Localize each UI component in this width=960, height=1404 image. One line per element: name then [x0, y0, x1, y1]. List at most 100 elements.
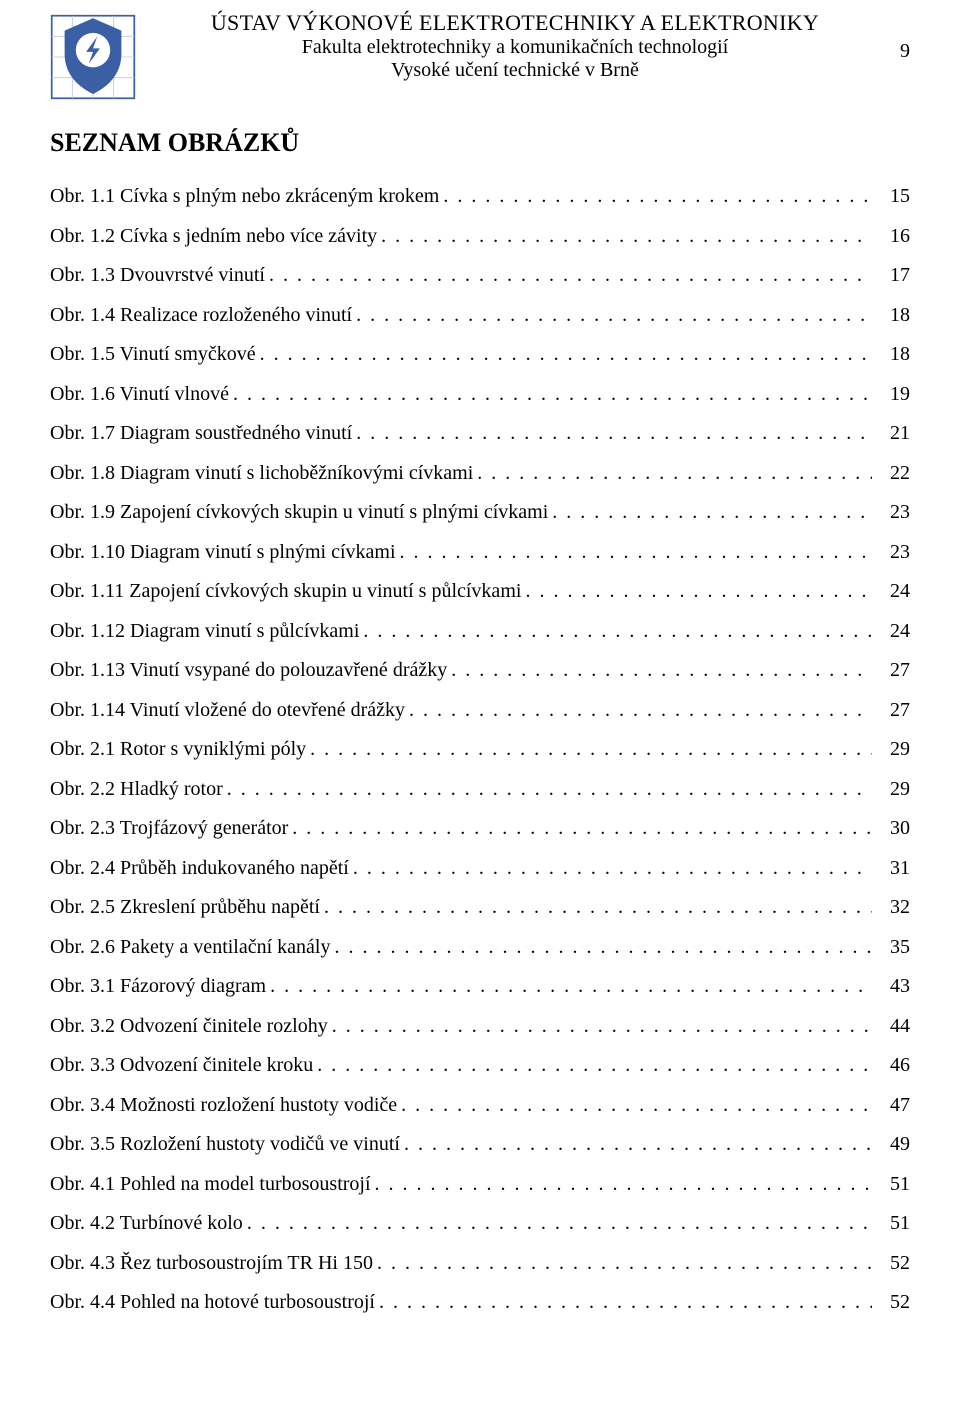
toc-row: Obr. 1.3 Dvouvrstvé vinutí. . . . . . . … [50, 263, 910, 287]
toc-row: Obr. 1.9 Zapojení cívkových skupin u vin… [50, 500, 910, 524]
toc-row: Obr. 3.5 Rozložení hustoty vodičů ve vin… [50, 1132, 910, 1156]
toc-leader-dots: . . . . . . . . . . . . . . . . . . . . … [377, 1251, 872, 1275]
toc-label: Obr. 4.4 Pohled na hotové turbosoustrojí [50, 1290, 375, 1314]
toc-page-number: 22 [876, 461, 910, 485]
toc-leader-dots: . . . . . . . . . . . . . . . . . . . . … [332, 1014, 872, 1038]
toc-row: Obr. 2.6 Pakety a ventilační kanály. . .… [50, 935, 910, 959]
toc-leader-dots: . . . . . . . . . . . . . . . . . . . . … [310, 737, 872, 761]
toc-row: Obr. 4.3 Řez turbosoustrojím TR Hi 150. … [50, 1251, 910, 1275]
toc-page-number: 24 [876, 619, 910, 643]
toc-leader-dots: . . . . . . . . . . . . . . . . . . . . … [269, 263, 872, 287]
header-faculty: Fakulta elektrotechniky a komunikačních … [156, 36, 874, 59]
toc-page-number: 49 [876, 1132, 910, 1156]
toc-leader-dots: . . . . . . . . . . . . . . . . . . . . … [401, 1093, 872, 1117]
toc-row: Obr. 4.1 Pohled na model turbosoustrojí.… [50, 1172, 910, 1196]
toc-page-number: 32 [876, 895, 910, 919]
toc-leader-dots: . . . . . . . . . . . . . . . . . . . . … [292, 816, 872, 840]
toc-page-number: 18 [876, 303, 910, 327]
toc-leader-dots: . . . . . . . . . . . . . . . . . . . . … [363, 619, 872, 643]
toc-page-number: 51 [876, 1211, 910, 1235]
toc-leader-dots: . . . . . . . . . . . . . . . . . . . . … [381, 224, 872, 248]
page-number: 9 [874, 40, 910, 63]
toc-leader-dots: . . . . . . . . . . . . . . . . . . . . … [353, 856, 872, 880]
toc-label: Obr. 1.3 Dvouvrstvé vinutí [50, 263, 265, 287]
toc-leader-dots: . . . . . . . . . . . . . . . . . . . . … [247, 1211, 872, 1235]
toc-label: Obr. 3.3 Odvození činitele kroku [50, 1053, 313, 1077]
toc-page-number: 18 [876, 342, 910, 366]
page: ÚSTAV VÝKONOVÉ ELEKTROTECHNIKY A ELEKTRO… [0, 0, 960, 1404]
toc-page-number: 52 [876, 1251, 910, 1275]
toc-label: Obr. 4.2 Turbínové kolo [50, 1211, 243, 1235]
section-title: SEZNAM OBRÁZKŮ [50, 128, 910, 158]
toc-label: Obr. 1.13 Vinutí vsypané do polouzavřené… [50, 658, 447, 682]
toc-page-number: 29 [876, 777, 910, 801]
toc-label: Obr. 3.4 Možnosti rozložení hustoty vodi… [50, 1093, 397, 1117]
toc-row: Obr. 4.2 Turbínové kolo. . . . . . . . .… [50, 1211, 910, 1235]
toc-page-number: 23 [876, 500, 910, 524]
toc-label: Obr. 2.3 Trojfázový generátor [50, 816, 288, 840]
toc-label: Obr. 1.14 Vinutí vložené do otevřené drá… [50, 698, 405, 722]
toc-leader-dots: . . . . . . . . . . . . . . . . . . . . … [409, 698, 872, 722]
toc-label: Obr. 2.4 Průběh indukovaného napětí [50, 856, 349, 880]
toc-leader-dots: . . . . . . . . . . . . . . . . . . . . … [379, 1290, 872, 1314]
toc-page-number: 35 [876, 935, 910, 959]
toc-label: Obr. 3.2 Odvození činitele rozlohy [50, 1014, 328, 1038]
toc-leader-dots: . . . . . . . . . . . . . . . . . . . . … [260, 342, 872, 366]
toc-label: Obr. 2.2 Hladký rotor [50, 777, 223, 801]
toc-page-number: 24 [876, 579, 910, 603]
toc-label: Obr. 1.6 Vinutí vlnové [50, 382, 229, 406]
toc-row: Obr. 2.2 Hladký rotor. . . . . . . . . .… [50, 777, 910, 801]
toc-label: Obr. 2.6 Pakety a ventilační kanály [50, 935, 330, 959]
header-text-block: ÚSTAV VÝKONOVÉ ELEKTROTECHNIKY A ELEKTRO… [156, 10, 874, 82]
toc-page-number: 15 [876, 184, 910, 208]
toc-page-number: 16 [876, 224, 910, 248]
toc-page-number: 46 [876, 1053, 910, 1077]
toc-label: Obr. 1.7 Diagram soustředného vinutí [50, 421, 352, 445]
toc-leader-dots: . . . . . . . . . . . . . . . . . . . . … [443, 184, 872, 208]
toc-leader-dots: . . . . . . . . . . . . . . . . . . . . … [356, 303, 872, 327]
toc-page-number: 51 [876, 1172, 910, 1196]
toc-page-number: 44 [876, 1014, 910, 1038]
toc-label: Obr. 2.5 Zkreslení průběhu napětí [50, 895, 320, 919]
toc-label: Obr. 1.1 Cívka s plným nebo zkráceným kr… [50, 184, 439, 208]
toc-label: Obr. 1.12 Diagram vinutí s půlcívkami [50, 619, 359, 643]
toc-page-number: 17 [876, 263, 910, 287]
toc-leader-dots: . . . . . . . . . . . . . . . . . . . . … [400, 540, 872, 564]
toc-label: Obr. 1.11 Zapojení cívkových skupin u vi… [50, 579, 521, 603]
toc-page-number: 27 [876, 658, 910, 682]
toc-label: Obr. 1.4 Realizace rozloženého vinutí [50, 303, 352, 327]
toc-leader-dots: . . . . . . . . . . . . . . . . . . . . … [375, 1172, 872, 1196]
toc-row: Obr. 1.10 Diagram vinutí s plnými cívkam… [50, 540, 910, 564]
toc-page-number: 43 [876, 974, 910, 998]
toc-row: Obr. 3.4 Možnosti rozložení hustoty vodi… [50, 1093, 910, 1117]
toc-leader-dots: . . . . . . . . . . . . . . . . . . . . … [356, 421, 872, 445]
toc-label: Obr. 4.1 Pohled na model turbosoustrojí [50, 1172, 371, 1196]
toc-row: Obr. 2.3 Trojfázový generátor. . . . . .… [50, 816, 910, 840]
header-university: Vysoké učení technické v Brně [156, 59, 874, 82]
toc-row: Obr. 3.1 Fázorový diagram. . . . . . . .… [50, 974, 910, 998]
toc-row: Obr. 3.2 Odvození činitele rozlohy. . . … [50, 1014, 910, 1038]
toc-leader-dots: . . . . . . . . . . . . . . . . . . . . … [233, 382, 872, 406]
toc-leader-dots: . . . . . . . . . . . . . . . . . . . . … [552, 500, 872, 524]
toc-leader-dots: . . . . . . . . . . . . . . . . . . . . … [451, 658, 872, 682]
toc-page-number: 29 [876, 737, 910, 761]
toc-label: Obr. 3.5 Rozložení hustoty vodičů ve vin… [50, 1132, 400, 1156]
toc-row: Obr. 2.1 Rotor s vyniklými póly. . . . .… [50, 737, 910, 761]
toc-row: Obr. 4.4 Pohled na hotové turbosoustrojí… [50, 1290, 910, 1314]
toc-label: Obr. 1.8 Diagram vinutí s lichoběžníkový… [50, 461, 473, 485]
toc-leader-dots: . . . . . . . . . . . . . . . . . . . . … [477, 461, 872, 485]
toc-page-number: 52 [876, 1290, 910, 1314]
toc-row: Obr. 1.12 Diagram vinutí s půlcívkami. .… [50, 619, 910, 643]
list-of-figures: Obr. 1.1 Cívka s plným nebo zkráceným kr… [50, 184, 910, 1314]
toc-row: Obr. 1.7 Diagram soustředného vinutí. . … [50, 421, 910, 445]
toc-page-number: 27 [876, 698, 910, 722]
toc-page-number: 30 [876, 816, 910, 840]
toc-label: Obr. 2.1 Rotor s vyniklými póly [50, 737, 306, 761]
toc-page-number: 23 [876, 540, 910, 564]
page-header: ÚSTAV VÝKONOVÉ ELEKTROTECHNIKY A ELEKTRO… [50, 10, 910, 100]
toc-row: Obr. 1.6 Vinutí vlnové. . . . . . . . . … [50, 382, 910, 406]
toc-page-number: 31 [876, 856, 910, 880]
toc-leader-dots: . . . . . . . . . . . . . . . . . . . . … [324, 895, 872, 919]
toc-leader-dots: . . . . . . . . . . . . . . . . . . . . … [270, 974, 872, 998]
toc-row: Obr. 1.4 Realizace rozloženého vinutí. .… [50, 303, 910, 327]
